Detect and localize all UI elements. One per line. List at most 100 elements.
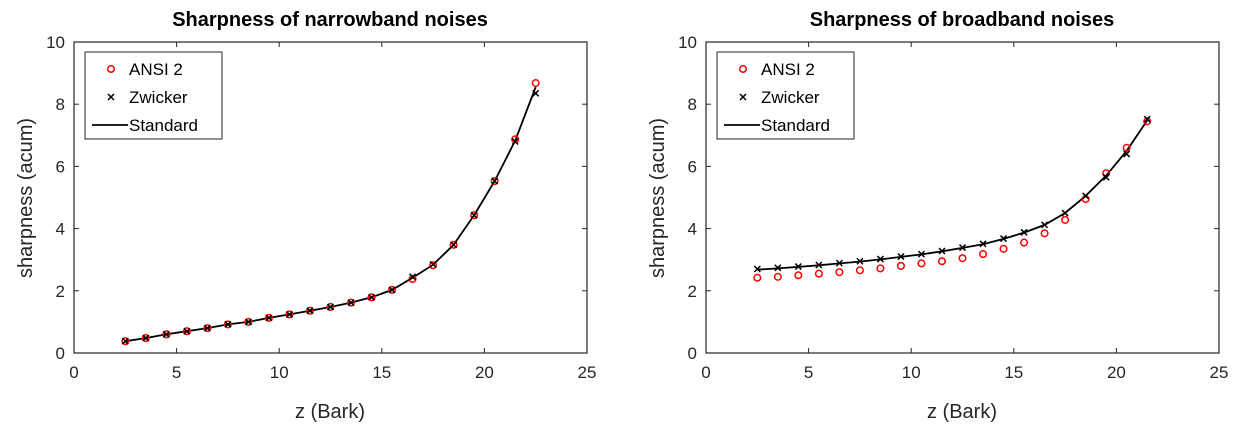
- zwicker-point: [409, 273, 417, 281]
- zwicker-point: [1000, 235, 1008, 243]
- ansi2-point: [896, 261, 905, 270]
- ansi2-point: [937, 257, 947, 266]
- ansi2-point: [367, 293, 376, 302]
- y-tick-label: 6: [56, 157, 65, 176]
- y-ticks: 0 2 4 6 8 10: [678, 33, 1219, 363]
- zwicker-point: [897, 253, 905, 261]
- zwicker-point: [1082, 192, 1090, 200]
- zwicker-point: [876, 255, 884, 263]
- ansi2-point: [814, 269, 823, 278]
- ansi2-point: [773, 272, 782, 281]
- x-tick-label: 5: [172, 363, 181, 382]
- ansi2-point: [326, 302, 335, 312]
- y-tick-label: 0: [688, 344, 697, 363]
- ansi2-point: [753, 273, 762, 282]
- x-tick-label: 25: [1210, 363, 1229, 382]
- zwicker-point: [121, 337, 129, 345]
- axes-box: [73, 41, 588, 354]
- ansi2-point: [182, 327, 191, 336]
- zwicker-point: [979, 240, 987, 248]
- legend-ansi2-label: ANSI 2: [129, 60, 183, 79]
- ansi2-point: [1040, 229, 1049, 238]
- zwicker-point: [142, 334, 150, 342]
- zwicker-point: [1020, 228, 1028, 236]
- x-tick-label: 10: [902, 363, 921, 382]
- zwicker-point: [450, 241, 458, 249]
- ansi2-point: [835, 268, 844, 277]
- y-tick-label: 6: [688, 157, 697, 176]
- ansi2-point: [203, 324, 212, 333]
- ansi2-point: [346, 298, 356, 307]
- zwicker-point: [856, 257, 864, 265]
- chart-narrowband: Sharpness of narrowband noises z (Bark) …: [15, 9, 596, 423]
- zwicker-point: [306, 307, 314, 315]
- ansi2-point: [429, 261, 438, 270]
- chart-title: Sharpness of narrowband noises: [172, 9, 488, 31]
- zwicker-point: [244, 318, 252, 326]
- legend: ANSI 2 Zwicker Standard: [716, 51, 855, 140]
- ansi2-point: [999, 244, 1008, 253]
- y-tick-label: 0: [56, 344, 65, 363]
- ansi2-point: [958, 254, 967, 263]
- y-axis-label: sharpness (acum): [647, 118, 669, 278]
- x-tick-label: 0: [69, 363, 78, 382]
- chart-broadband: Sharpness of broadband noises z (Bark) s…: [647, 9, 1228, 423]
- ansi2-point: [1020, 238, 1029, 247]
- ansi2-point: [449, 240, 458, 249]
- ansi2-point: [388, 285, 397, 294]
- zwicker-point: [285, 310, 293, 318]
- zwicker-point: [815, 261, 823, 269]
- zwicker-point: [1041, 221, 1049, 229]
- x-axis-label: z (Bark): [927, 401, 997, 423]
- x-ticks: 0 5 10 15 20 25: [69, 42, 596, 382]
- zwicker-point: [1143, 115, 1151, 123]
- zwicker-point: [753, 265, 761, 273]
- ansi2-point: [794, 271, 803, 280]
- y-tick-label: 4: [56, 220, 65, 239]
- zwicker-point: [162, 330, 170, 338]
- ansi2-point: [531, 79, 540, 88]
- ansi2-point: [408, 274, 417, 284]
- x-tick-label: 5: [804, 363, 813, 382]
- chart-title: Sharpness of broadband noises: [810, 9, 1115, 31]
- legend-standard-label: Standard: [761, 116, 830, 135]
- ansi2-point: [978, 250, 988, 259]
- ansi2-point: [876, 264, 885, 273]
- legend-ansi2-marker: [738, 64, 748, 74]
- zwicker-point: [1102, 173, 1110, 181]
- zwicker-point: [265, 314, 273, 322]
- zwicker-point: [326, 303, 335, 311]
- y-tick-label: 10: [678, 33, 697, 52]
- ansi2-point: [141, 334, 150, 343]
- ansi2-point: [223, 320, 232, 329]
- zwicker-point: [183, 327, 191, 335]
- x-ticks: 0 5 10 15 20 25: [701, 42, 1228, 382]
- y-tick-label: 8: [56, 95, 65, 114]
- ansi2-point: [285, 310, 294, 319]
- y-tick-label: 2: [688, 282, 697, 301]
- legend-ansi2-marker: [106, 64, 116, 74]
- plot-marks: [753, 115, 1152, 282]
- ansi2-point: [264, 313, 273, 322]
- ansi2-point: [511, 135, 520, 144]
- zwicker-point: [794, 263, 802, 271]
- y-axis-label: sharpness (acum): [15, 118, 37, 278]
- x-tick-label: 25: [578, 363, 597, 382]
- x-tick-label: 20: [475, 363, 494, 382]
- legend-ansi2-label: ANSI 2: [761, 60, 815, 79]
- ansi2-point: [1143, 117, 1152, 126]
- zwicker-point: [203, 324, 211, 332]
- zwicker-point: [1061, 209, 1069, 217]
- y-tick-label: 4: [688, 220, 697, 239]
- zwicker-point: [491, 177, 499, 185]
- plot-marks: [121, 79, 540, 346]
- x-tick-label: 15: [1004, 363, 1023, 382]
- y-tick-label: 10: [46, 33, 65, 52]
- zwicker-point: [429, 260, 437, 268]
- x-tick-label: 0: [701, 363, 710, 382]
- x-tick-label: 20: [1107, 363, 1126, 382]
- ansi2-point: [244, 317, 253, 326]
- legend: ANSI 2 Zwicker Standard: [84, 51, 223, 140]
- ansi2-point: [162, 330, 171, 339]
